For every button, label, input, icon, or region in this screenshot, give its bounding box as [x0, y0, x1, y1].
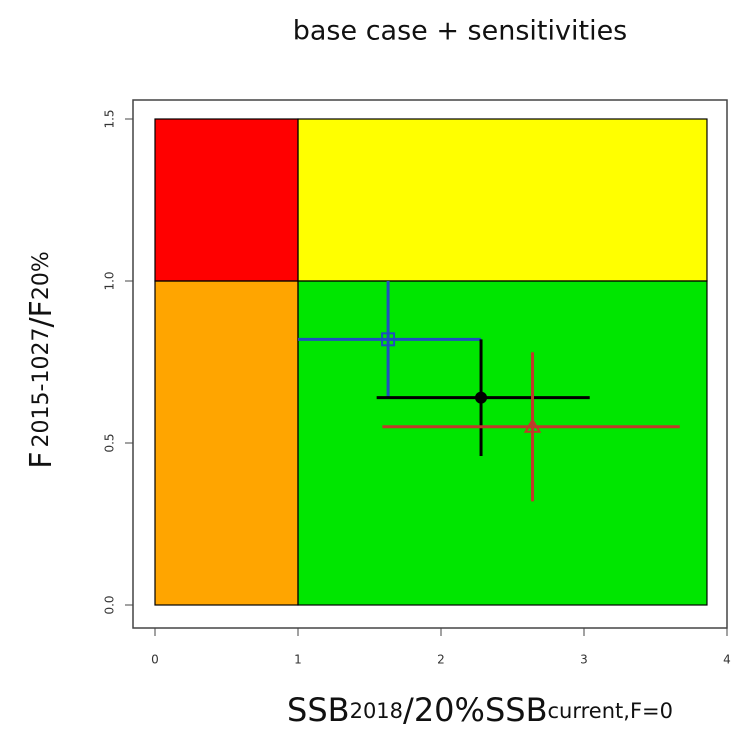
zone	[298, 119, 707, 281]
y-label-part: 2015-1027	[29, 328, 54, 448]
point	[475, 391, 488, 404]
x-label-part: current,F=0	[548, 699, 673, 723]
y-tick-label: 1.0	[103, 271, 117, 290]
zone-border	[297, 280, 708, 606]
x-label-part: /20%SSB	[403, 691, 547, 729]
point	[523, 417, 542, 433]
chart-title: base case + sensitivities	[293, 16, 628, 47]
x-tick-label: 4	[723, 653, 731, 667]
zone	[298, 281, 707, 605]
y-tick-label: 1.5	[103, 109, 117, 128]
x-label-part: SSB	[287, 691, 350, 729]
y-label-part: /F	[24, 300, 59, 327]
x-axis-label: SSB2018/20%SSBcurrent,F=0	[287, 691, 673, 729]
x-tick-label: 0	[151, 653, 159, 667]
x-tick-label: 2	[437, 653, 445, 667]
y-tick-label: 0.5	[103, 433, 117, 452]
x-label-part: 2018	[350, 699, 403, 723]
y-label-part: F	[24, 451, 59, 468]
point	[381, 332, 396, 347]
zone	[155, 281, 298, 605]
x-tick-label: 1	[294, 653, 302, 667]
y-tick-label: 0.0	[103, 595, 117, 614]
y-label-part: 20%	[29, 251, 54, 300]
y-axis-label: F 2015-1027/F20%	[24, 251, 59, 468]
zone	[155, 119, 298, 281]
x-tick-label: 3	[580, 653, 588, 667]
